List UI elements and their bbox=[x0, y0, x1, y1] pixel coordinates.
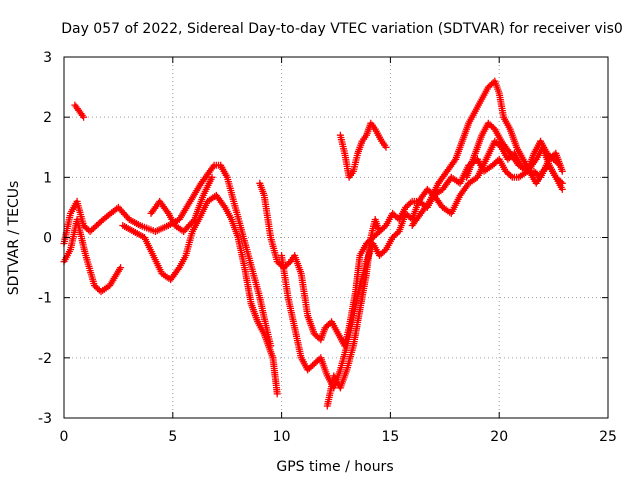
chart-title: Day 057 of 2022, Sidereal Day-to-day VTE… bbox=[61, 21, 623, 37]
satellite-arc-1-line bbox=[62, 164, 272, 347]
satellite-arc-8-line bbox=[326, 218, 381, 408]
satellite-arc-3 bbox=[71, 101, 88, 121]
x-tick-label: 0 bbox=[60, 429, 69, 445]
y-tick-label: -3 bbox=[38, 411, 52, 427]
y-axis-label: SDTVAR / TECUs bbox=[6, 181, 22, 296]
satellite-arc-11-line bbox=[465, 122, 562, 179]
data-traces bbox=[60, 77, 566, 410]
tick-labels: 0 5 10 15 20 25 -3 -2 -1 0 1 2 3 bbox=[38, 50, 617, 445]
satellite-arc-5 bbox=[147, 173, 216, 235]
x-tick-label: 10 bbox=[273, 429, 291, 445]
y-tick-label: 1 bbox=[43, 170, 52, 186]
satellite-arc-3-line bbox=[73, 104, 85, 119]
y-tick-label: 2 bbox=[43, 110, 52, 126]
satellite-arc-6-line bbox=[258, 152, 564, 347]
y-tick-label: 3 bbox=[43, 50, 52, 66]
satellite-arc-4-markers bbox=[119, 191, 281, 398]
x-tick-label: 25 bbox=[599, 429, 617, 445]
satellite-arc-4-line bbox=[121, 194, 279, 395]
y-tick-label: -2 bbox=[38, 351, 52, 367]
satellite-arc-9 bbox=[336, 119, 390, 181]
axis-ticks bbox=[63, 56, 609, 419]
satellite-arc-7-line bbox=[280, 140, 564, 389]
satellite-arc-6-markers bbox=[256, 149, 566, 350]
x-axis-label: GPS time / hours bbox=[276, 459, 393, 475]
x-tick-label: 20 bbox=[490, 429, 508, 445]
satellite-arc-4 bbox=[119, 191, 281, 398]
satellite-arc-10-line bbox=[411, 80, 564, 227]
y-tick-label: -1 bbox=[38, 291, 52, 307]
satellite-arc-9-line bbox=[339, 122, 388, 179]
y-tick-label: 0 bbox=[43, 231, 52, 247]
x-tick-label: 15 bbox=[381, 429, 399, 445]
satellite-arc-5-line bbox=[149, 176, 214, 233]
satellite-arc-10 bbox=[408, 77, 566, 229]
satellite-arc-6 bbox=[256, 149, 566, 350]
satellite-arc-8 bbox=[323, 216, 383, 410]
satellite-arc-2-line bbox=[62, 218, 122, 293]
satellite-arc-11 bbox=[463, 119, 564, 181]
x-tick-label: 5 bbox=[168, 429, 177, 445]
